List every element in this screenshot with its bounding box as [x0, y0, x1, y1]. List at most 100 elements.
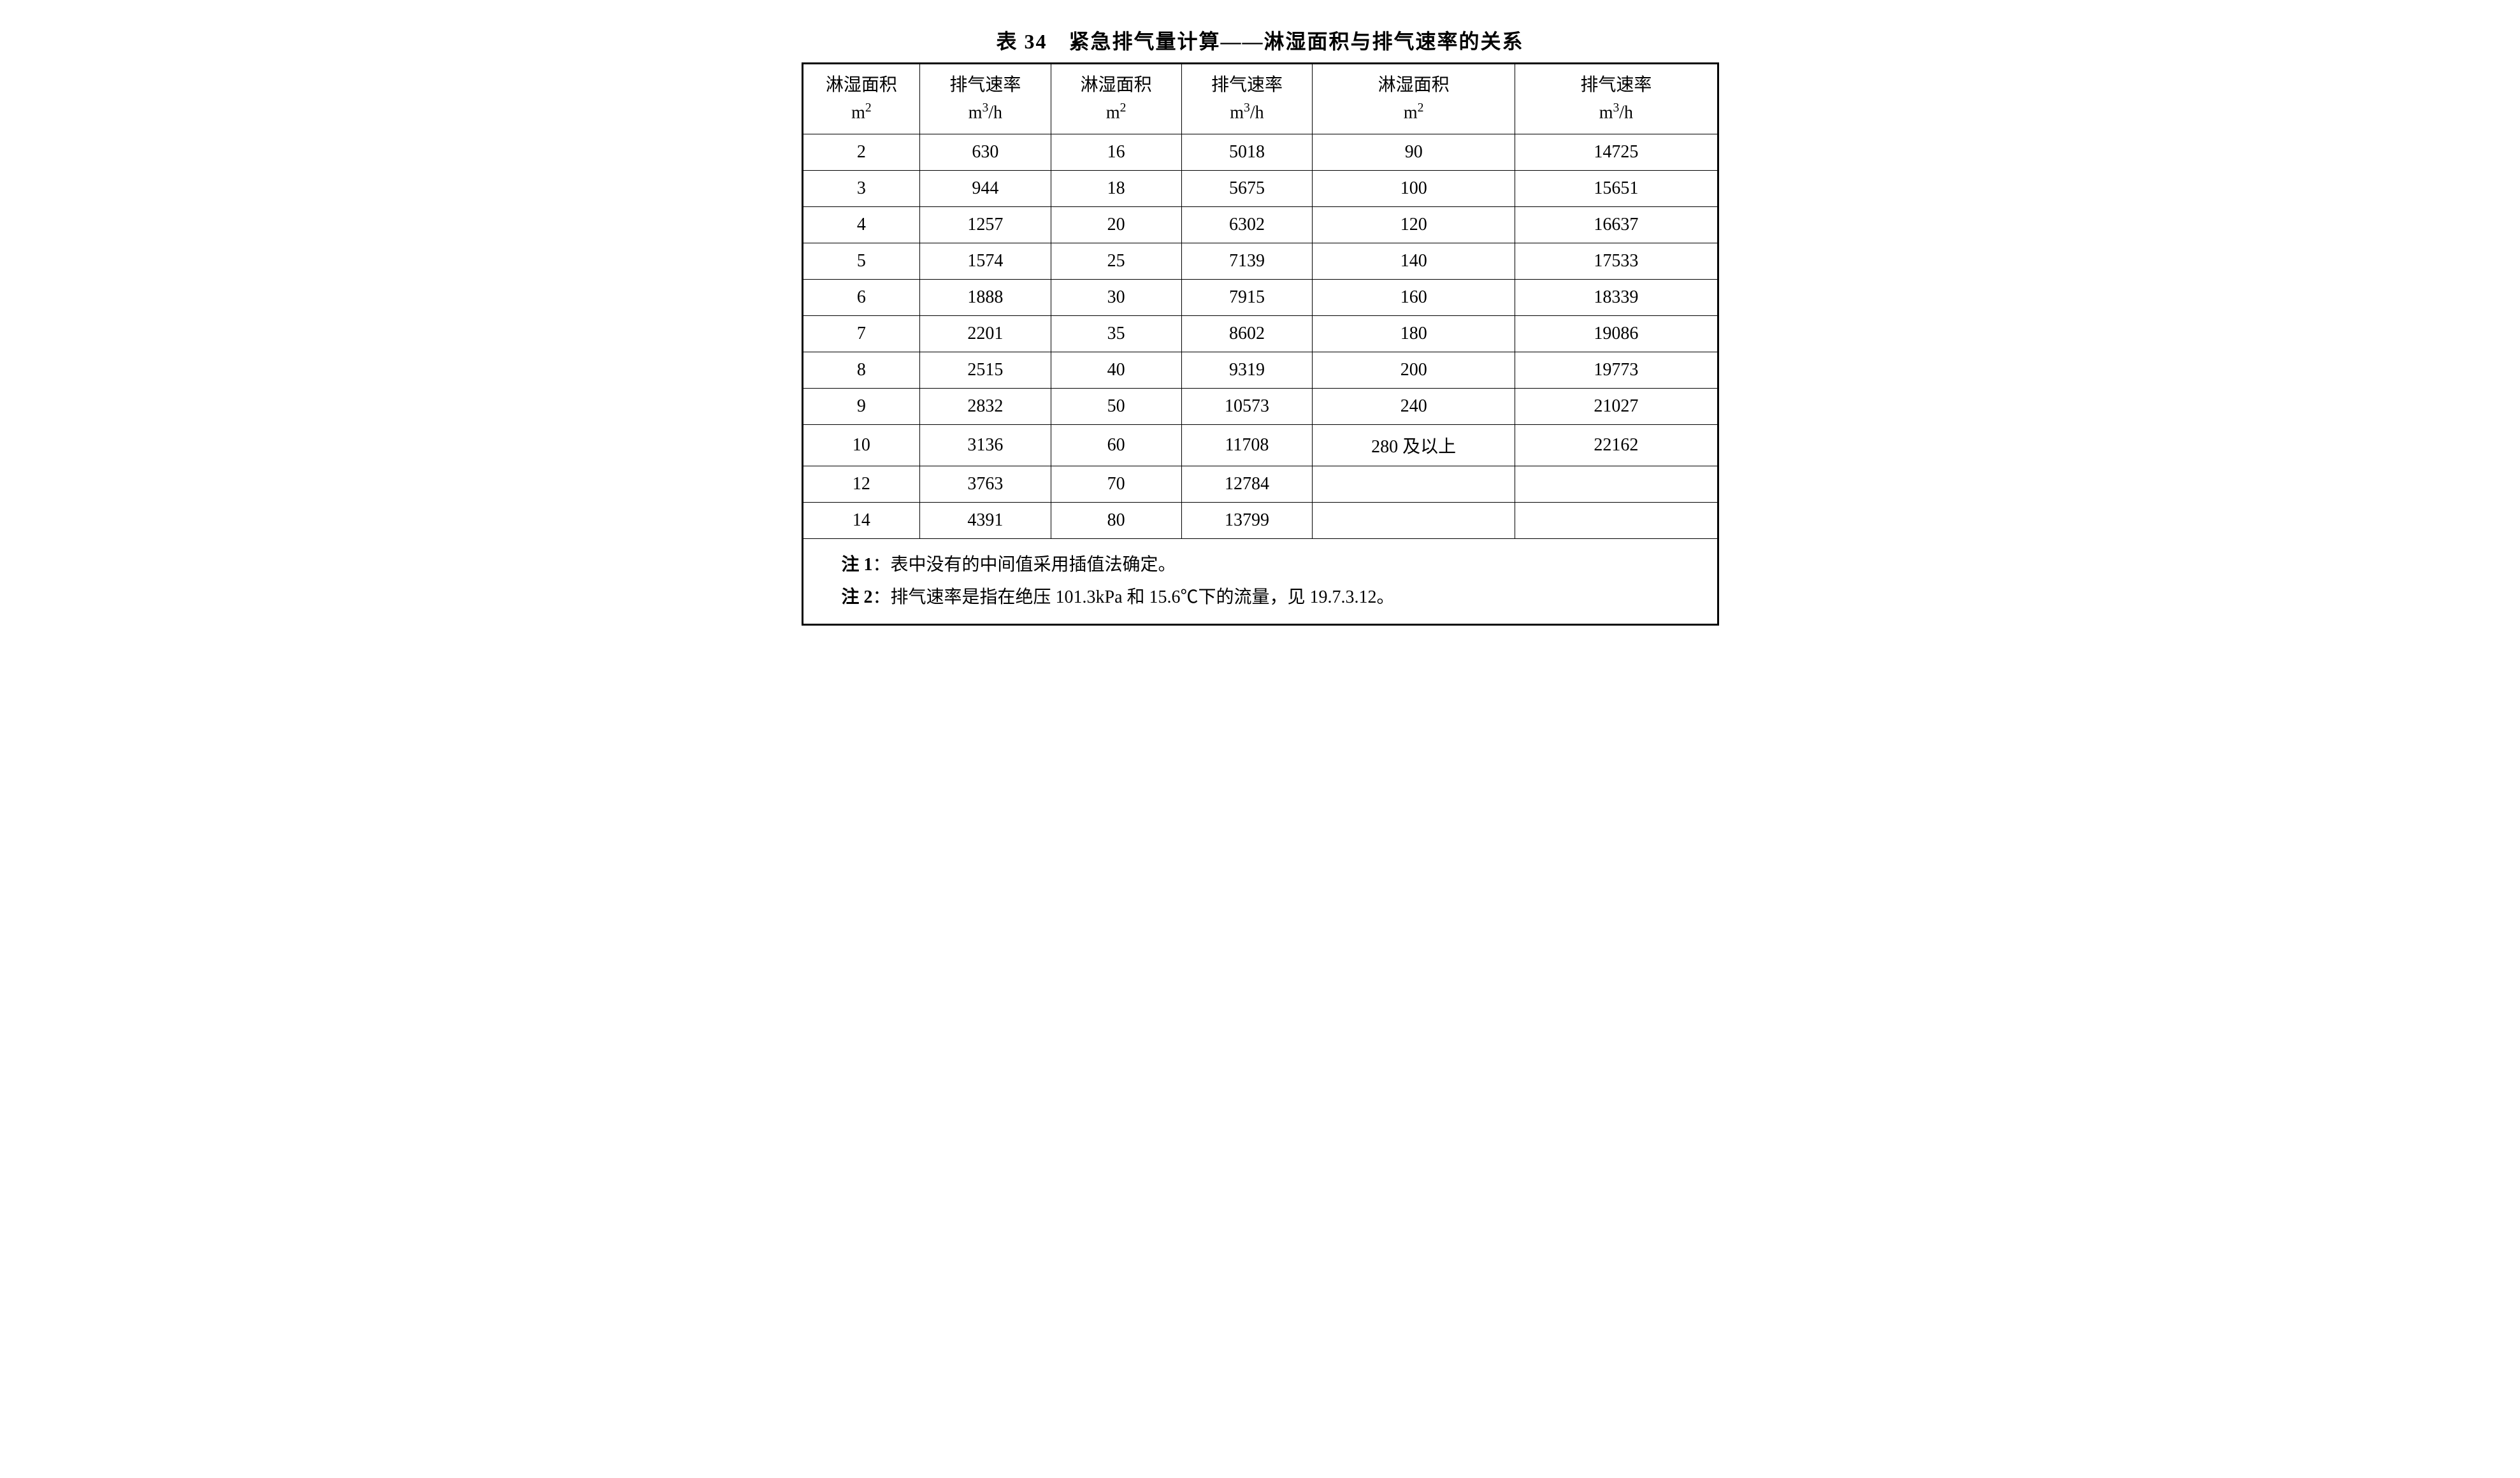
table-cell: 10573 [1181, 389, 1312, 425]
table-cell: 5675 [1181, 171, 1312, 207]
table-cell: 30 [1051, 280, 1181, 316]
table-cell: 16637 [1515, 207, 1718, 243]
table-cell: 120 [1313, 207, 1515, 243]
table-cell: 2515 [920, 352, 1051, 389]
header-rate-label: 排气速率 [925, 72, 1045, 99]
header-area-unit: m2 [809, 99, 915, 126]
table-cell [1515, 466, 1718, 503]
table-row: 394418567510015651 [802, 171, 1718, 207]
header-area-unit: m2 [1318, 99, 1509, 126]
table-cell: 17533 [1515, 243, 1718, 280]
table-cell: 7 [802, 316, 920, 352]
table-cell: 2 [802, 134, 920, 171]
table-cell: 12784 [1181, 466, 1312, 503]
table-cell: 630 [920, 134, 1051, 171]
table-cell: 11708 [1181, 425, 1312, 466]
table-cell: 2201 [920, 316, 1051, 352]
header-rate-label: 排气速率 [1520, 72, 1711, 99]
table-cell: 1888 [920, 280, 1051, 316]
header-rate-unit: m3/h [1187, 99, 1307, 126]
notes-row: 注 1：表中没有的中间值采用插值法确定。注 2：排气速率是指在绝压 101.3k… [802, 539, 1718, 625]
table-cell [1313, 503, 1515, 539]
table-cell: 7915 [1181, 280, 1312, 316]
table-cell: 7139 [1181, 243, 1312, 280]
table-cell: 280 及以上 [1313, 425, 1515, 466]
table-cell: 8602 [1181, 316, 1312, 352]
note-text: ：排气速率是指在绝压 101.3kPa 和 15.6℃下的流量，见 19.7.3… [873, 587, 1395, 607]
table-cell: 14 [802, 503, 920, 539]
table-cell: 4391 [920, 503, 1051, 539]
table-row: 1443918013799 [802, 503, 1718, 539]
table-cell: 50 [1051, 389, 1181, 425]
table-cell: 22162 [1515, 425, 1718, 466]
table-cell: 3763 [920, 466, 1051, 503]
table-cell: 5018 [1181, 134, 1312, 171]
table-cell: 8 [802, 352, 920, 389]
header-area-1: 淋湿面积 m2 [802, 64, 920, 134]
table-cell: 1257 [920, 207, 1051, 243]
table-cell: 10 [802, 425, 920, 466]
header-area-label: 淋湿面积 [1056, 72, 1176, 99]
table-cell: 35 [1051, 316, 1181, 352]
table-cell: 19773 [1515, 352, 1718, 389]
table-cell: 6302 [1181, 207, 1312, 243]
table-cell: 14725 [1515, 134, 1718, 171]
table-cell: 12 [802, 466, 920, 503]
table-cell: 160 [1313, 280, 1515, 316]
table-cell: 200 [1313, 352, 1515, 389]
table-row: 5157425713914017533 [802, 243, 1718, 280]
header-rate-1: 排气速率 m3/h [920, 64, 1051, 134]
table-row: 8251540931920019773 [802, 352, 1718, 389]
table-row: 1237637012784 [802, 466, 1718, 503]
header-area-unit: m2 [1056, 99, 1176, 126]
note-label: 注 1 [842, 555, 873, 575]
table-cell: 944 [920, 171, 1051, 207]
note-text: ：表中没有的中间值采用插值法确定。 [873, 555, 1176, 575]
header-area-label: 淋湿面积 [809, 72, 915, 99]
table-cell: 60 [1051, 425, 1181, 466]
table-row: 26301650189014725 [802, 134, 1718, 171]
header-rate-unit: m3/h [1520, 99, 1711, 126]
header-rate-label: 排气速率 [1187, 72, 1307, 99]
table-footer: 注 1：表中没有的中间值采用插值法确定。注 2：排气速率是指在绝压 101.3k… [802, 539, 1718, 625]
table-cell: 40 [1051, 352, 1181, 389]
table-cell: 180 [1313, 316, 1515, 352]
table-cell: 3 [802, 171, 920, 207]
table-cell: 80 [1051, 503, 1181, 539]
table-row: 7220135860218019086 [802, 316, 1718, 352]
table-cell: 21027 [1515, 389, 1718, 425]
table-cell [1313, 466, 1515, 503]
notes-cell: 注 1：表中没有的中间值采用插值法确定。注 2：排气速率是指在绝压 101.3k… [802, 539, 1718, 625]
table-row: 6188830791516018339 [802, 280, 1718, 316]
table-cell: 90 [1313, 134, 1515, 171]
note-line: 注 2：排气速率是指在绝压 101.3kPa 和 15.6℃下的流量，见 19.… [842, 582, 1692, 613]
table-body: 2630165018901472539441856751001565141257… [802, 134, 1718, 539]
table-cell: 18 [1051, 171, 1181, 207]
table-cell: 5 [802, 243, 920, 280]
header-rate-2: 排气速率 m3/h [1181, 64, 1312, 134]
table-cell: 70 [1051, 466, 1181, 503]
table-cell: 25 [1051, 243, 1181, 280]
table-cell: 3136 [920, 425, 1051, 466]
table-cell: 19086 [1515, 316, 1718, 352]
table-cell: 18339 [1515, 280, 1718, 316]
table-cell: 13799 [1181, 503, 1312, 539]
header-area-label: 淋湿面积 [1318, 72, 1509, 99]
table-row: 4125720630212016637 [802, 207, 1718, 243]
table-cell: 100 [1313, 171, 1515, 207]
table-header: 淋湿面积 m2 排气速率 m3/h 淋湿面积 m2 排气速率 m3/h 淋湿面积… [802, 64, 1718, 134]
table-row: 92832501057324021027 [802, 389, 1718, 425]
note-line: 注 1：表中没有的中间值采用插值法确定。 [842, 549, 1692, 581]
table-title: 表 34 紧急排气量计算——淋湿面积与排气速率的关系 [996, 25, 1523, 55]
table-cell: 2832 [920, 389, 1051, 425]
table-cell: 4 [802, 207, 920, 243]
header-row: 淋湿面积 m2 排气速率 m3/h 淋湿面积 m2 排气速率 m3/h 淋湿面积… [802, 64, 1718, 134]
table-cell: 9 [802, 389, 920, 425]
data-table: 淋湿面积 m2 排气速率 m3/h 淋湿面积 m2 排气速率 m3/h 淋湿面积… [802, 62, 1719, 626]
table-cell: 15651 [1515, 171, 1718, 207]
table-cell: 240 [1313, 389, 1515, 425]
table-cell: 140 [1313, 243, 1515, 280]
table-cell: 9319 [1181, 352, 1312, 389]
table-cell [1515, 503, 1718, 539]
table-cell: 1574 [920, 243, 1051, 280]
